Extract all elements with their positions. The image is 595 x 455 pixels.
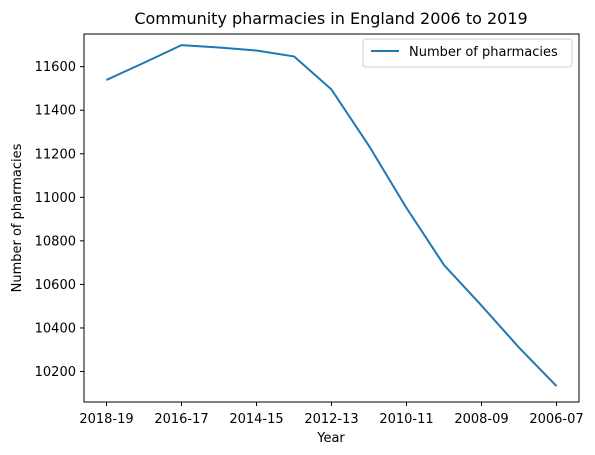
x-tick-label: 2014-15 [229, 412, 283, 427]
y-tick-label: 10800 [35, 234, 76, 249]
y-tick-label: 10400 [35, 321, 76, 336]
x-axis-ticks: 2018-19 2016-17 2014-15 2012-13 2010-11 2008-… [79, 402, 584, 427]
data-point [106, 79, 108, 81]
series-layer [106, 44, 558, 387]
data-point [368, 145, 370, 147]
x-tick-label: 2006-07 [529, 412, 583, 427]
y-tick-label: 10600 [35, 278, 76, 293]
data-point [518, 347, 520, 349]
x-tick-label: 2010-11 [379, 412, 433, 427]
y-tick-label: 10200 [35, 365, 76, 380]
x-tick-label: 2016-17 [154, 412, 208, 427]
data-point [256, 50, 258, 52]
data-point [293, 55, 295, 57]
data-point [331, 89, 333, 91]
y-tick-label: 11000 [35, 191, 76, 206]
plot-area [83, 33, 580, 403]
x-tick-label: 2012-13 [304, 412, 358, 427]
x-axis-label: Year [316, 431, 345, 446]
plot-frame [83, 33, 580, 403]
y-tick-label: 11200 [35, 147, 76, 162]
data-point [143, 62, 145, 64]
data-point [556, 385, 558, 387]
y-axis-ticks: 10200 10400 10600 10800 11000 11200 11400 11600 [35, 60, 84, 380]
legend-series-label: Number of pharmacies [409, 45, 558, 60]
x-tick-label: 2008-09 [454, 412, 508, 427]
y-tick-label: 11400 [35, 104, 76, 119]
data-point [181, 44, 183, 46]
data-point [443, 264, 445, 266]
y-axis-label: Number of pharmacies [10, 143, 25, 292]
legend-box [362, 38, 573, 68]
legend: Number of pharmacies [362, 38, 573, 68]
x-tick-label: 2018-19 [79, 412, 133, 427]
series-line [106, 44, 558, 387]
data-point [481, 305, 483, 307]
chart-title: Community pharmacies in England 2006 to … [134, 9, 527, 28]
y-tick-label: 11600 [35, 60, 76, 75]
data-point [218, 47, 220, 49]
data-point [406, 207, 408, 209]
